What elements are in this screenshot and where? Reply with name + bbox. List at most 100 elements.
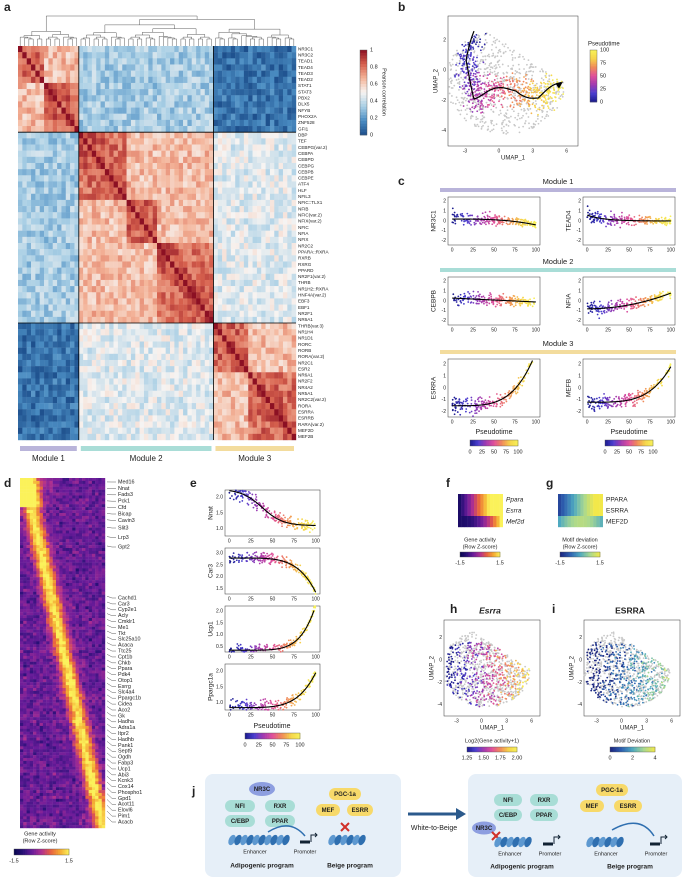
heatmap-cell xyxy=(266,261,271,267)
heatmap-cell xyxy=(61,409,66,415)
heatmap-cell xyxy=(200,138,205,144)
heatmap-cell xyxy=(261,366,266,372)
heatmap-cell xyxy=(114,169,119,175)
heatmap-cell xyxy=(70,292,75,298)
cell-point xyxy=(476,55,478,57)
heatmap-cell xyxy=(200,403,205,409)
heatmap-cell xyxy=(157,342,162,348)
heatmap-cell xyxy=(170,366,175,372)
heatmap-cell xyxy=(287,83,292,89)
heatmap-cell xyxy=(274,366,279,372)
heatmap-cell xyxy=(192,114,197,120)
heatmap-cell xyxy=(70,274,75,280)
heatmap-cell xyxy=(213,323,218,329)
heatmap-cell xyxy=(218,237,223,243)
heatmap-cell xyxy=(153,280,158,286)
heatmap-cell xyxy=(205,175,210,181)
heatmap-cell xyxy=(231,181,236,187)
heatmap-cell xyxy=(261,428,266,434)
heatmap-cell xyxy=(274,292,279,298)
heatmap-cell xyxy=(266,83,271,89)
heatmap-cell xyxy=(140,225,145,231)
heatmap-cell xyxy=(292,71,297,77)
heatmap-cell xyxy=(287,415,292,421)
heatmap-cell xyxy=(83,286,88,292)
heatmap-cell xyxy=(127,200,132,206)
heatmap-cell xyxy=(227,335,232,341)
heatmap-cell xyxy=(218,422,223,428)
heatmap-cell xyxy=(83,58,88,64)
heatmap-cell xyxy=(174,292,179,298)
heatmap-cell xyxy=(244,77,249,83)
heatmap-cell xyxy=(287,132,292,138)
heatmap-cell xyxy=(261,151,266,157)
heatmap-cell xyxy=(222,206,227,212)
heatmap-cell xyxy=(283,145,288,151)
cell-point xyxy=(475,34,477,36)
heatmap-cell xyxy=(105,188,110,194)
heatmap-cell xyxy=(105,52,110,58)
heatmap-cell xyxy=(70,335,75,341)
heatmap-cell xyxy=(57,249,62,255)
heatmap-cell xyxy=(161,261,166,267)
heatmap-cell xyxy=(109,225,114,231)
heatmap-cell xyxy=(196,409,201,415)
heatmap-cell xyxy=(57,231,62,237)
cell-point xyxy=(452,59,454,61)
heatmap-cell xyxy=(166,329,171,335)
heatmap-cell xyxy=(179,89,184,95)
heatmap-cell xyxy=(266,157,271,163)
heatmap-cell xyxy=(53,391,58,397)
heatmap-cell xyxy=(209,298,214,304)
cell-point xyxy=(532,103,534,105)
heatmap-cell xyxy=(88,181,93,187)
heatmap-cell xyxy=(218,255,223,261)
heatmap-cell xyxy=(257,366,262,372)
heatmap-cell xyxy=(153,391,158,397)
heatmap-cell xyxy=(31,132,36,138)
heatmap-cell xyxy=(105,298,110,304)
heatmap-cell xyxy=(122,132,127,138)
heatmap-cell xyxy=(35,280,40,286)
heatmap-cell xyxy=(79,243,84,249)
heatmap-cell xyxy=(161,188,166,194)
heatmap-cell xyxy=(144,360,149,366)
heatmap-cell xyxy=(18,397,23,403)
heatmap-cell xyxy=(231,311,236,317)
heatmap-cell xyxy=(131,206,136,212)
heatmap-cell xyxy=(140,151,145,157)
heatmap-cell xyxy=(131,305,136,311)
heatmap-cell xyxy=(118,83,123,89)
heatmap-cell xyxy=(74,372,79,378)
heatmap-cell xyxy=(283,151,288,157)
heatmap-cell xyxy=(192,268,197,274)
heatmap-cell xyxy=(70,243,75,249)
heatmap-cell xyxy=(118,95,123,101)
heatmap-cell xyxy=(118,378,123,384)
heatmap-cell xyxy=(231,348,236,354)
heatmap-cell xyxy=(92,114,97,120)
heatmap-cell xyxy=(274,206,279,212)
heatmap-cell xyxy=(122,378,127,384)
heatmap-cell xyxy=(200,108,205,114)
heatmap-cell xyxy=(161,280,166,286)
cell-point xyxy=(456,79,458,81)
heatmap-cell xyxy=(144,64,149,70)
heatmap-cell xyxy=(74,206,79,212)
heatmap-cell xyxy=(48,237,53,243)
heatmap-cell xyxy=(161,64,166,70)
heatmap-cell xyxy=(70,305,75,311)
heatmap-cell xyxy=(135,188,140,194)
heatmap-cell xyxy=(287,305,292,311)
heatmap-cell xyxy=(166,237,171,243)
heatmap-cell xyxy=(261,52,266,58)
heatmap-cell xyxy=(257,169,262,175)
cell-point xyxy=(496,78,498,80)
heatmap-cell xyxy=(57,71,62,77)
heatmap-cell xyxy=(192,354,197,360)
heatmap-cell xyxy=(92,77,97,83)
heatmap-cell xyxy=(153,292,158,298)
heatmap-cell xyxy=(79,311,84,317)
heatmap-cell xyxy=(57,46,62,52)
heatmap-cell xyxy=(144,366,149,372)
